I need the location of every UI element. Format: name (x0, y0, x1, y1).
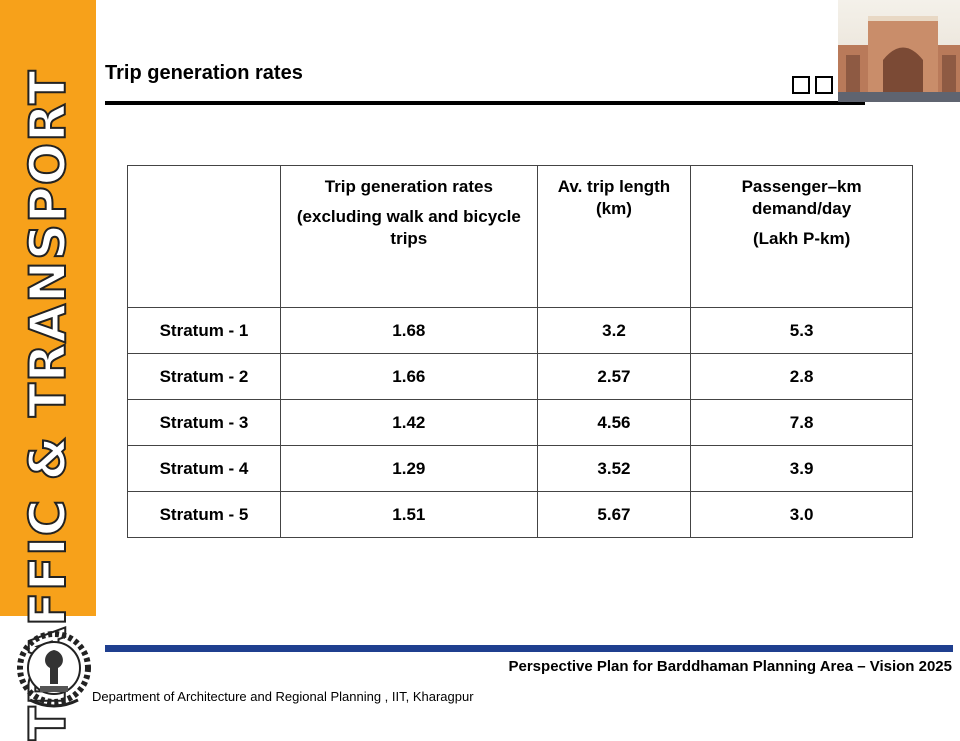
table-cell: 3.52 (536, 445, 692, 492)
header-cell: Passenger–km demand/day (Lakh P-km) (690, 165, 913, 308)
table-cell: 5.3 (690, 307, 913, 354)
table-cell: 2.8 (690, 353, 913, 400)
row-label: Stratum - 4 (127, 445, 281, 492)
table-cell: 1.68 (280, 307, 538, 354)
header-line: Passenger–km demand/day (741, 177, 862, 218)
header-row: Trip generation rates (excluding walk and… (127, 165, 913, 308)
title-rule (105, 101, 865, 105)
table-cell: 1.29 (280, 445, 538, 492)
header-cell: Trip generation rates (excluding walk and… (280, 165, 538, 308)
table-row: Stratum - 1 1.68 3.2 5.3 (127, 307, 913, 354)
header-cell: Av. trip length (km) (536, 165, 692, 308)
table-cell: 1.42 (280, 399, 538, 446)
table-row: Stratum - 2 1.66 2.57 2.8 (127, 353, 913, 400)
table-cell: 4.56 (536, 399, 692, 446)
footer-rule (105, 645, 953, 652)
footer-plan: Perspective Plan for Barddhaman Planning… (508, 658, 953, 675)
table-cell: 5.67 (536, 491, 692, 538)
table-cell: 2.57 (536, 353, 692, 400)
table-row: Stratum - 5 1.51 5.67 3.0 (127, 491, 913, 538)
table-cell: 1.66 (280, 353, 538, 400)
building-photo (838, 0, 960, 102)
table-cell: 1.51 (280, 491, 538, 538)
deco-square (792, 76, 810, 94)
deco-square (815, 76, 833, 94)
table-cell: 3.9 (690, 445, 913, 492)
institute-logo (17, 631, 91, 708)
table-row: Stratum - 3 1.42 4.56 7.8 (127, 399, 913, 446)
header-line: Av. trip length (km) (557, 177, 671, 218)
row-label: Stratum - 1 (127, 307, 281, 354)
footer-department: Department of Architecture and Regional … (92, 689, 474, 704)
header-line: (Lakh P-km) (752, 229, 851, 248)
data-table: Trip generation rates (excluding walk and… (127, 165, 913, 538)
table-cell: 7.8 (690, 399, 913, 446)
row-label: Stratum - 5 (127, 491, 281, 538)
row-label: Stratum - 3 (127, 399, 281, 446)
row-label: Stratum - 2 (127, 353, 281, 400)
header-cell (127, 165, 281, 308)
table-cell: 3.2 (536, 307, 692, 354)
side-bar: TRAFFIC & TRANSPORT (0, 0, 96, 741)
table-row: Stratum - 4 1.29 3.52 3.9 (127, 445, 913, 492)
header-line: (excluding walk and bicycle trips (296, 207, 521, 248)
slide-title: Trip generation rates (105, 62, 303, 84)
header-line: Trip generation rates (324, 177, 493, 196)
table-cell: 3.0 (690, 491, 913, 538)
